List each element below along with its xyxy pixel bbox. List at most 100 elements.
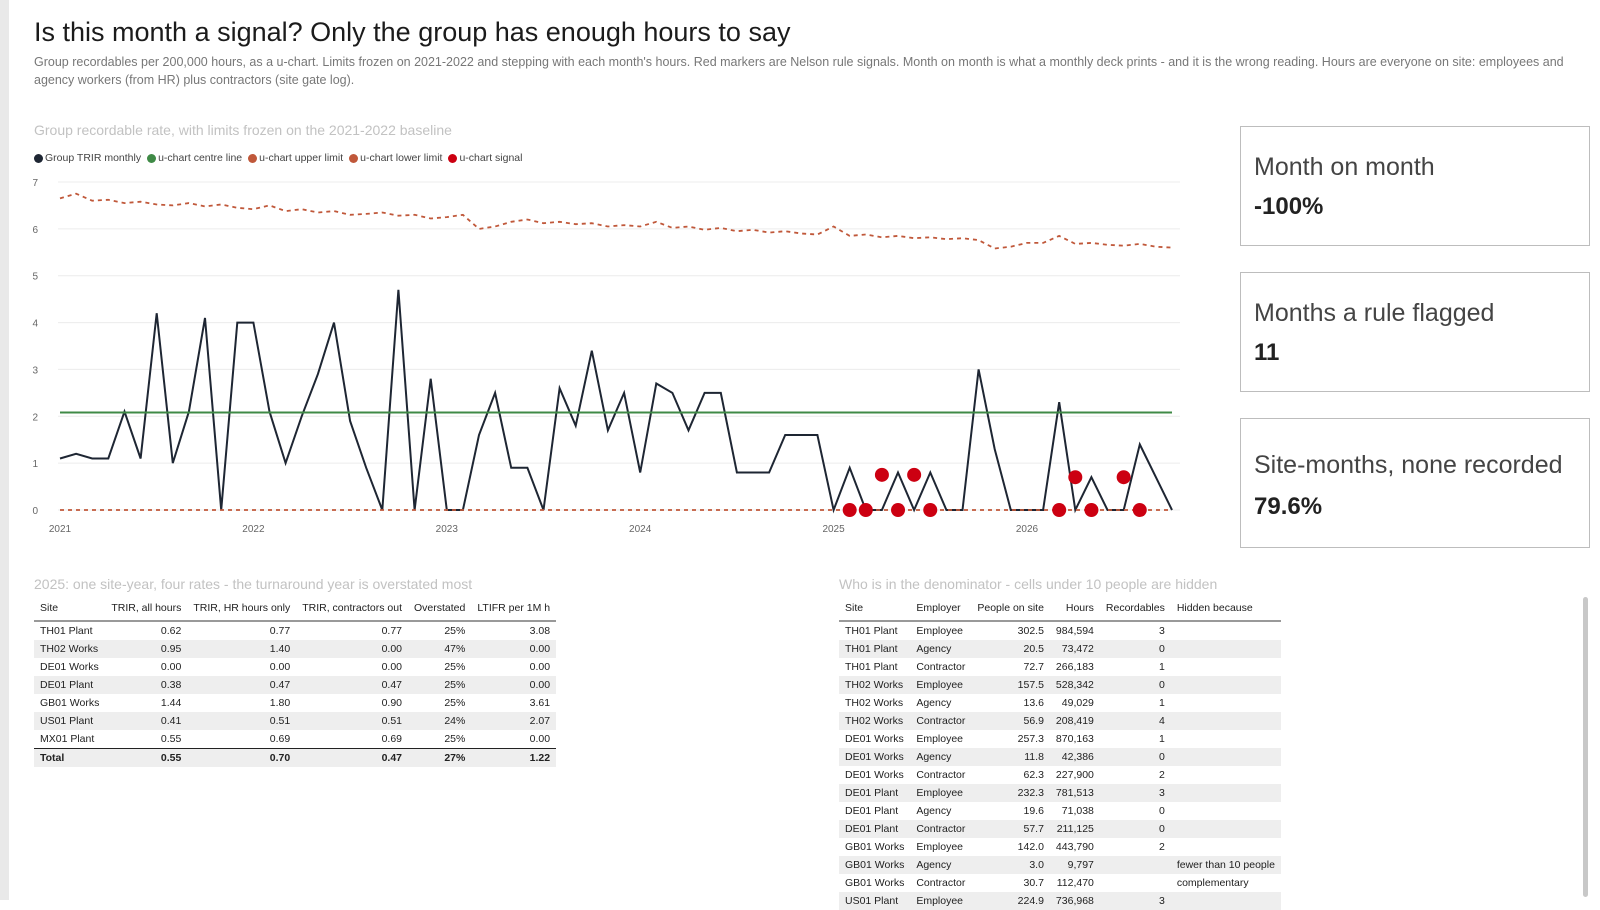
table-cell: 0 (1099, 640, 1171, 658)
table-cell: 112,470 (1056, 877, 1094, 889)
column-header[interactable]: Hidden because (1170, 596, 1281, 622)
kpi-value: 79.6% (1254, 493, 1323, 520)
chart-legend: Group TRIR monthly u-chart centre line u-c… (34, 152, 522, 164)
kpi-card-site-months-none[interactable]: Site-months, none recorded 79.6% (1240, 418, 1590, 548)
chart-title: Group recordable rate, with limits froze… (34, 122, 452, 138)
page-subtitle: Group recordables per 200,000 hours, as … (34, 55, 1564, 87)
y-tick-label: 4 (32, 319, 38, 330)
table-cell: Total (34, 748, 106, 767)
table-cell: 1 (1159, 697, 1165, 709)
table-cell: GB01 Works (839, 856, 911, 874)
column-header[interactable]: Hours (1049, 596, 1100, 622)
table-cell: Employee (910, 676, 972, 694)
table-cell: 870,163 (1055, 733, 1094, 745)
table-row: DE01 Plant Employee 232.3 781,513 3 (839, 784, 1281, 802)
table-cell: TH02 Works (34, 640, 106, 658)
table-cell: 1.44 (160, 697, 182, 709)
legend-swatch (248, 153, 258, 163)
table-cell: TH02 Works (839, 712, 911, 730)
table-cell (1171, 766, 1281, 784)
rates-table-title: 2025: one site-year, four rates - the tu… (34, 576, 473, 592)
x-tick-label: 2023 (436, 524, 459, 535)
table-row: TH02 Works 0.95 1.40 0.00 47% 0.00 (34, 640, 557, 658)
table-cell: 0.55 (105, 748, 188, 767)
signal-marker (858, 503, 873, 517)
table-row: TH01 Plant Contractor 72.7 266,183 1 (839, 658, 1281, 676)
table-cell: 0.90 (381, 697, 402, 709)
table-cell: 0.47 (296, 676, 408, 694)
table-row: DE01 Works Contractor 62.3 227,900 2 (839, 766, 1281, 784)
column-header[interactable]: Recordables (1099, 596, 1171, 622)
column-header[interactable]: People on site (971, 596, 1050, 622)
table-cell: 1.40 (187, 640, 297, 658)
table-cell: 0.00 (471, 676, 557, 694)
table-cell: 0 (1099, 748, 1171, 766)
x-tick-label: 2024 (629, 524, 652, 535)
legend-label: u-chart lower limit (360, 152, 443, 164)
legend-item[interactable]: Group TRIR monthly (34, 152, 141, 164)
table-row: DE01 Works Employee 257.3 870,163 1 (839, 730, 1281, 748)
kpi-label: Months a rule flagged (1254, 299, 1495, 327)
column-header[interactable]: TRIR, contractors out (296, 596, 408, 622)
table-cell: US01 Plant (34, 712, 106, 730)
table-cell: 0.95 (105, 640, 188, 658)
table-cell: 24% (408, 712, 472, 730)
column-header[interactable]: Site (839, 596, 911, 622)
column-header[interactable]: TRIR, HR hours only (187, 596, 297, 622)
table-cell: 302.5 (1017, 625, 1044, 637)
y-tick-label: 1 (32, 459, 38, 470)
table-cell (1170, 748, 1281, 766)
column-header[interactable]: Overstated (408, 596, 472, 622)
x-tick-label: 2025 (822, 524, 845, 535)
table-cell: GB01 Works (845, 841, 905, 853)
table-cell: 57.7 (971, 820, 1050, 838)
table-cell: 3.08 (529, 625, 551, 637)
column-header[interactable]: LTIFR per 1M h (471, 596, 557, 622)
table-cell: 2.07 (471, 712, 557, 730)
table-cell: 257.3 (1017, 733, 1044, 745)
signal-marker (907, 467, 922, 482)
kpi-card-month-on-month[interactable]: Month on month -100% (1240, 126, 1590, 246)
column-header[interactable]: Site (34, 596, 106, 622)
table-cell: Employee (916, 841, 964, 853)
table-cell: 208,419 (1049, 712, 1100, 730)
table-row: MX01 Plant 0.55 0.69 0.69 25% 0.00 (34, 730, 556, 749)
table-cell (1170, 712, 1281, 730)
table-row: TH02 Works Employee 157.5 528,342 0 (839, 676, 1281, 694)
table-cell: 0.69 (269, 733, 291, 745)
table-cell: 0 (1099, 820, 1171, 838)
legend-label: u-chart centre line (158, 152, 243, 164)
table-cell: 0.47 (296, 748, 408, 767)
table-cell: 0.77 (269, 625, 291, 637)
x-tick-label: 2021 (49, 524, 72, 535)
table-cell: 0.00 (471, 640, 557, 658)
table-cell: 9,797 (1049, 856, 1100, 874)
denominator-table-scrollbar[interactable] (1583, 597, 1588, 897)
legend-item[interactable]: u-chart signal (448, 152, 522, 164)
table-row: DE01 Plant 0.38 0.47 0.47 25% 0.00 (34, 676, 557, 694)
table-row: US01 Plant 0.41 0.51 0.51 24% 2.07 (34, 712, 557, 730)
table-cell: TH01 Plant (845, 625, 898, 637)
kpi-card-months-flagged[interactable]: Months a rule flagged 11 (1240, 272, 1590, 392)
column-header[interactable]: TRIR, all hours (105, 596, 188, 622)
u-chart-upper-limit-series (59, 192, 1173, 250)
table-row: US01 Plant Employee 224.9 736,968 3 (839, 892, 1281, 910)
table-row: DE01 Plant Contractor 57.7 211,125 0 (839, 820, 1281, 838)
table-cell: Contractor (916, 877, 966, 889)
signal-marker (891, 503, 906, 517)
table-cell: Agency (910, 640, 972, 658)
table-cell: 0.00 (381, 661, 402, 673)
table-cell: 3.0 (971, 856, 1050, 874)
kpi-value: -100% (1254, 193, 1324, 220)
legend-item[interactable]: u-chart upper limit (248, 152, 343, 164)
table-cell: DE01 Plant (839, 820, 911, 838)
legend-item[interactable]: u-chart lower limit (349, 152, 442, 164)
legend-item[interactable]: u-chart centre line (147, 152, 242, 164)
table-cell: 25% (444, 661, 466, 673)
table-cell: 0.38 (105, 676, 188, 694)
signal-marker (923, 503, 938, 517)
table-cell: 266,183 (1055, 661, 1094, 673)
column-header[interactable]: Employer (910, 596, 972, 622)
table-cell: DE01 Plant (845, 805, 899, 817)
table-cell: 25% (444, 697, 466, 709)
